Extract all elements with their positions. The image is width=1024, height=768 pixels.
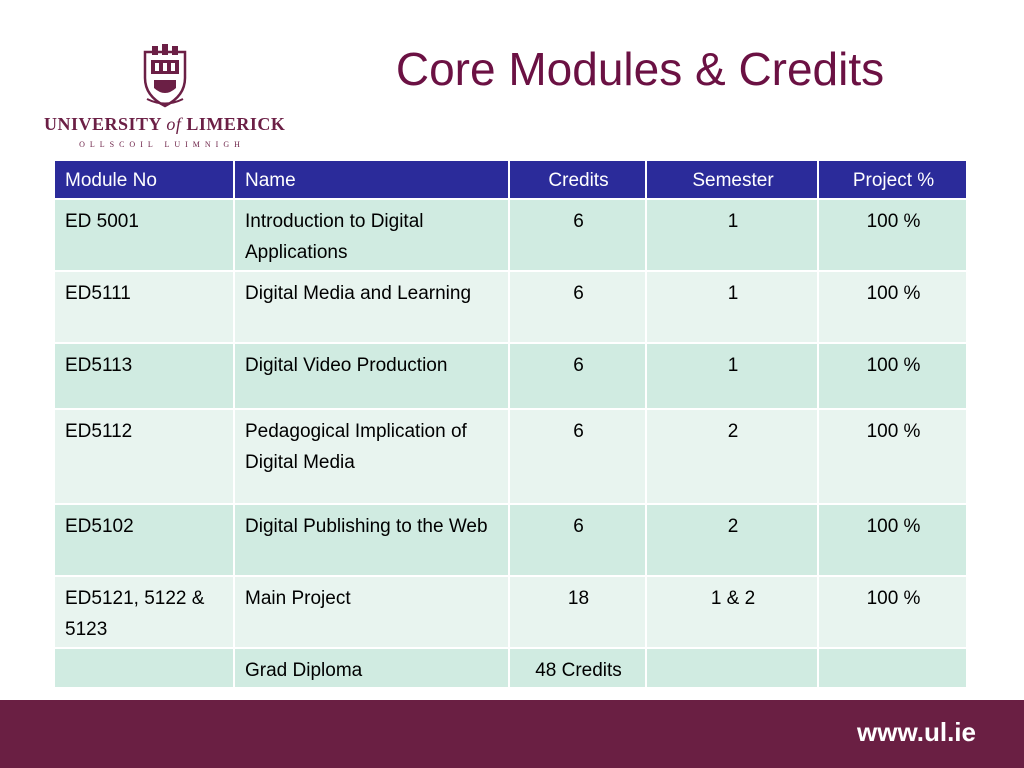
cell-project-percent: 100 % bbox=[817, 503, 968, 577]
cell-credits: 18 bbox=[508, 575, 647, 649]
cell-name: Grad Diploma bbox=[233, 647, 510, 689]
logo-name-of: of bbox=[166, 114, 182, 134]
cell-semester: 2 bbox=[645, 408, 819, 505]
cell-semester: 2 bbox=[645, 503, 819, 577]
cell-module-no: ED 5001 bbox=[53, 198, 235, 272]
cell-project-percent: 100 % bbox=[817, 575, 968, 649]
cell-name: Digital Publishing to the Web bbox=[233, 503, 510, 577]
cell-credits: 6 bbox=[508, 342, 647, 410]
logo-name-part1: UNIVERSITY bbox=[44, 114, 162, 134]
cell-project-percent bbox=[817, 647, 968, 689]
cell-project-percent: 100 % bbox=[817, 408, 968, 505]
cell-module-no: ED5111 bbox=[53, 270, 235, 344]
cell-semester: 1 & 2 bbox=[645, 575, 819, 649]
logo-subtitle: OLLSCOIL LUIMNIGH bbox=[79, 140, 245, 149]
cell-name: Pedagogical Implication of Digital Media bbox=[233, 408, 510, 505]
cell-credits: 6 bbox=[508, 408, 647, 505]
cell-name: Digital Media and Learning bbox=[233, 270, 510, 344]
cell-project-percent: 100 % bbox=[817, 270, 968, 344]
cell-credits: 6 bbox=[508, 198, 647, 272]
table-row: ED5112 Pedagogical Implication of Digita… bbox=[53, 408, 968, 505]
footer-bar: www.ul.ie bbox=[0, 700, 1024, 768]
table-row: ED5102 Digital Publishing to the Web 6 2… bbox=[53, 503, 968, 577]
header-name: Name bbox=[233, 159, 510, 200]
cell-credits: 6 bbox=[508, 503, 647, 577]
header-project-percent: Project % bbox=[817, 159, 968, 200]
footer-url-link[interactable]: www.ul.ie bbox=[857, 717, 976, 747]
table-row: ED 5001 Introduction to Digital Applicat… bbox=[53, 198, 968, 272]
logo-name-part2: LIMERICK bbox=[186, 114, 286, 134]
logo-wordmark: UNIVERSITY of LIMERICK bbox=[44, 114, 285, 135]
header-semester: Semester bbox=[645, 159, 819, 200]
cell-module-no: ED5121, 5122 & 5123 bbox=[53, 575, 235, 649]
header-module-no: Module No bbox=[53, 159, 235, 200]
table-row: ED5113 Digital Video Production 6 1 100 … bbox=[53, 342, 968, 410]
cell-name: Digital Video Production bbox=[233, 342, 510, 410]
cell-semester: 1 bbox=[645, 270, 819, 344]
header-credits: Credits bbox=[508, 159, 647, 200]
table-row: ED5121, 5122 & 5123 Main Project 18 1 & … bbox=[53, 575, 968, 649]
cell-module-no: ED5102 bbox=[53, 503, 235, 577]
cell-semester bbox=[645, 647, 819, 689]
cell-semester: 1 bbox=[645, 342, 819, 410]
university-logo: UNIVERSITY of LIMERICK OLLSCOIL LUIMNIGH bbox=[44, 44, 285, 154]
crest-icon bbox=[143, 44, 187, 108]
cell-name: Introduction to Digital Applications bbox=[233, 198, 510, 272]
cell-module-no bbox=[53, 647, 235, 689]
cell-project-percent: 100 % bbox=[817, 198, 968, 272]
slide-title: Core Modules & Credits bbox=[395, 43, 885, 95]
cell-project-percent: 100 % bbox=[817, 342, 968, 410]
cell-name: Main Project bbox=[233, 575, 510, 649]
cell-module-no: ED5113 bbox=[53, 342, 235, 410]
cell-semester: 1 bbox=[645, 198, 819, 272]
cell-credits: 6 bbox=[508, 270, 647, 344]
table-row: ED5111 Digital Media and Learning 6 1 10… bbox=[53, 270, 968, 344]
cell-module-no: ED5112 bbox=[53, 408, 235, 505]
table-row: Grad Diploma 48 Credits bbox=[53, 647, 968, 689]
cell-credits: 48 Credits bbox=[508, 647, 647, 689]
table-header-row: Module No Name Credits Semester Project … bbox=[53, 159, 968, 200]
modules-table: Module No Name Credits Semester Project … bbox=[53, 159, 968, 689]
